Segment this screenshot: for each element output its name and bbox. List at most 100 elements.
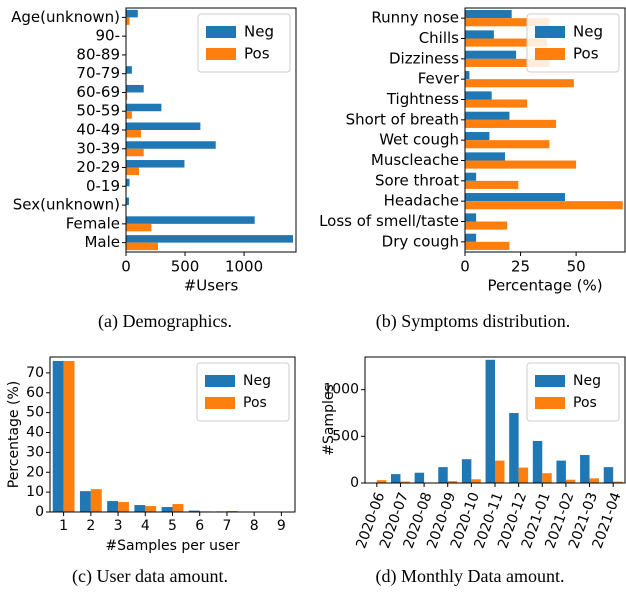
bar [465,193,565,202]
y-tick-label: 0 [35,504,44,520]
y-tick-label: Dizziness [389,49,459,67]
x-tick-label: 2 [86,518,95,534]
x-axis-label: #Users [184,277,239,295]
bar [465,71,470,80]
bar [465,140,550,149]
y-tick-label: Male [84,233,120,251]
bar [542,473,552,483]
bar [126,148,144,157]
bar [126,17,130,25]
legend-label: Pos [573,45,599,63]
x-axis-label: #Samples per user [105,538,239,554]
y-tick-label: 70 [26,365,44,381]
y-tick-label: 40 [26,425,44,441]
bar [465,201,623,210]
axes-frame [464,7,626,253]
x-tick-label: 50 [567,258,586,276]
bar [118,502,129,512]
y-tick-label: 20 [26,464,44,480]
x-tick-label: 6 [195,518,204,534]
y-tick-label: 20-29 [76,158,120,176]
bar [556,460,566,483]
bar [126,242,158,251]
x-tick-label: 9 [277,518,286,534]
bar [465,111,510,120]
y-tick-label: 60 [26,385,44,401]
bar [79,491,91,512]
bar [134,505,146,512]
bar [126,197,129,206]
legend-swatch [535,26,565,38]
y-tick-label: Tightness [386,90,459,108]
bar [145,506,157,512]
y-tick-label: 60-69 [76,83,120,101]
x-tick-label: 500 [171,258,200,276]
y-tick-label: Loss of smell/taste [319,212,459,230]
bar [376,480,387,483]
bar [580,455,590,483]
x-tick-label: 1000 [225,258,263,276]
y-tick-label: 70-79 [76,64,120,82]
bar [438,467,448,483]
legend-label: Pos [244,45,270,63]
bar [495,460,505,483]
bar [532,441,543,483]
bar [465,233,477,242]
y-tick-label: Age(unknown) [11,8,120,26]
y-tick-label: 0 [350,475,359,491]
bar [126,235,294,243]
legend-swatch [206,48,236,60]
bar [461,459,472,483]
bar [465,221,508,230]
y-tick-label: 50 [26,405,44,421]
caption: (c) User data amount. [72,566,228,587]
legend-label: Neg [573,373,601,389]
y-tick-label: 30 [26,444,44,460]
y-tick-label: Fever [418,70,460,88]
y-tick-label: 80-89 [76,45,120,63]
bar [471,479,481,483]
x-tick-label: 0 [121,258,131,276]
bar [126,160,185,168]
x-tick-label: 5 [168,518,177,534]
bar [126,111,132,119]
bar [126,9,138,18]
axes-frame [125,7,297,253]
bar [465,132,490,141]
y-tick-label: 50-59 [76,102,120,120]
bar [90,489,102,512]
bar [126,130,141,138]
bar [107,501,119,512]
bar [465,241,510,250]
bar [465,58,550,67]
legend-swatch [206,26,236,38]
y-tick-label: 1000 [323,382,359,398]
y-tick-label: Runny nose [371,9,459,27]
caption: (d) Monthly Data amount. [376,566,565,587]
y-tick-label: Muscleache [371,151,459,169]
x-tick-label: 0 [460,258,470,276]
x-axis-label: Percentage (%) [487,277,602,295]
x-tick-label: 7 [222,518,231,534]
x-tick-label: 1 [59,518,68,534]
caption: (a) Demographics. [98,311,232,332]
bar [518,467,529,483]
y-tick-label: 30-39 [76,139,120,157]
bar [161,507,173,512]
bar [565,479,576,483]
axes-frame [49,356,296,513]
bar [465,38,548,47]
legend-swatch [535,397,565,409]
bar [465,10,512,19]
bar [485,359,495,483]
bar [465,160,577,169]
bar [613,481,623,483]
caption: (b) Symptoms distribution. [376,311,571,332]
bar [400,481,410,483]
bar [465,99,528,108]
y-tick-label: Wet cough [379,131,459,149]
bar [465,91,492,100]
axes-frame [364,356,626,484]
legend-box [526,362,620,422]
